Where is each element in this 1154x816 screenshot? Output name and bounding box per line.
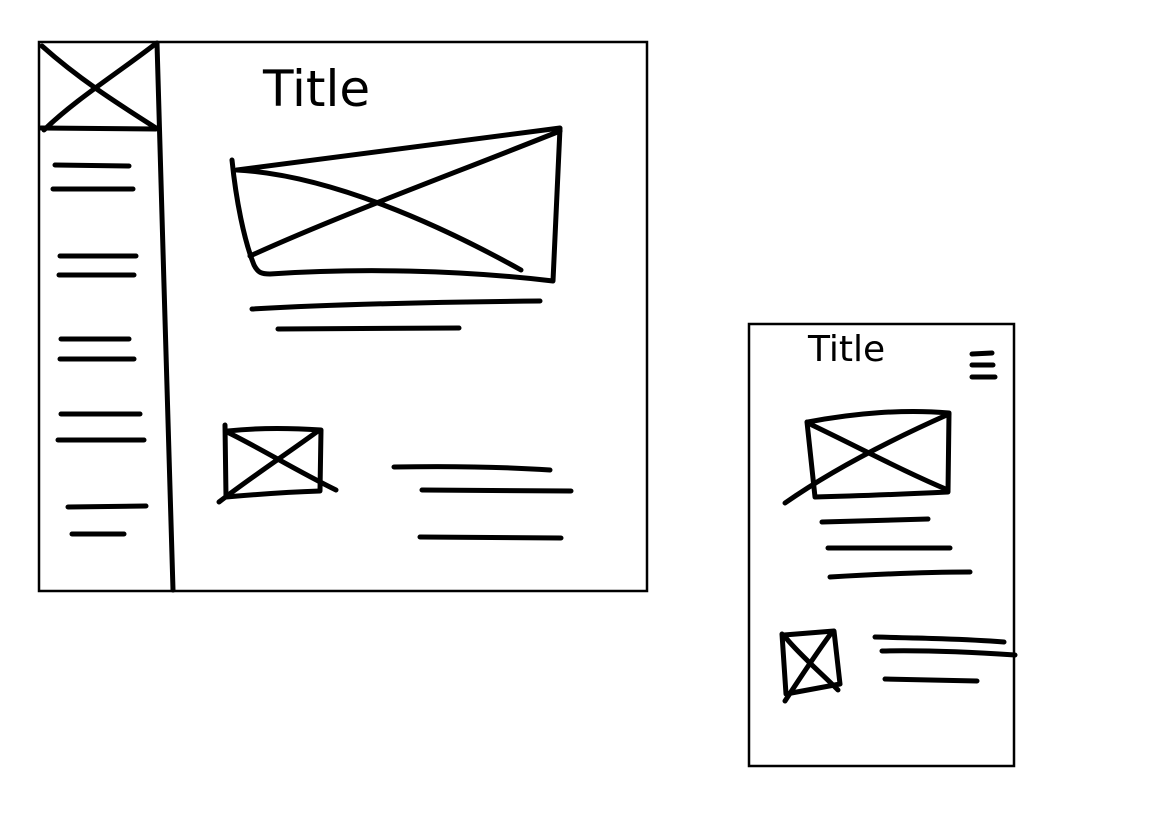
sidebar-item[interactable]	[50, 162, 136, 192]
desktop-hero-caption	[249, 298, 543, 332]
mobile-card[interactable]	[779, 628, 1018, 704]
mobile-frame	[747, 322, 1016, 768]
desktop-page-title: Title	[262, 60, 370, 118]
sidebar-item[interactable]	[65, 503, 149, 537]
desktop-card[interactable]	[216, 422, 574, 541]
sidebar-item[interactable]	[55, 411, 147, 443]
desktop-frame	[37, 40, 649, 593]
mobile-hero-caption	[819, 516, 973, 580]
desktop-card-text	[391, 464, 574, 541]
mobile-card-text	[872, 634, 1018, 684]
sidebar-item[interactable]	[57, 336, 137, 362]
mobile-card-thumbnail-icon	[779, 628, 843, 704]
mobile-wireframe: Title	[747, 322, 1018, 768]
hamburger-menu-icon[interactable]	[969, 350, 998, 380]
desktop-hero-image-icon	[229, 125, 563, 284]
sidebar-logo-image-icon	[38, 42, 159, 133]
desktop-sidebar	[38, 40, 176, 593]
mobile-page-title: Title	[807, 329, 885, 370]
mobile-hero-image-icon	[782, 408, 952, 506]
sidebar-item[interactable]	[56, 253, 139, 278]
desktop-wireframe: Title	[37, 40, 649, 593]
sidebar-divider	[154, 40, 176, 593]
desktop-card-thumbnail-icon	[216, 422, 339, 505]
